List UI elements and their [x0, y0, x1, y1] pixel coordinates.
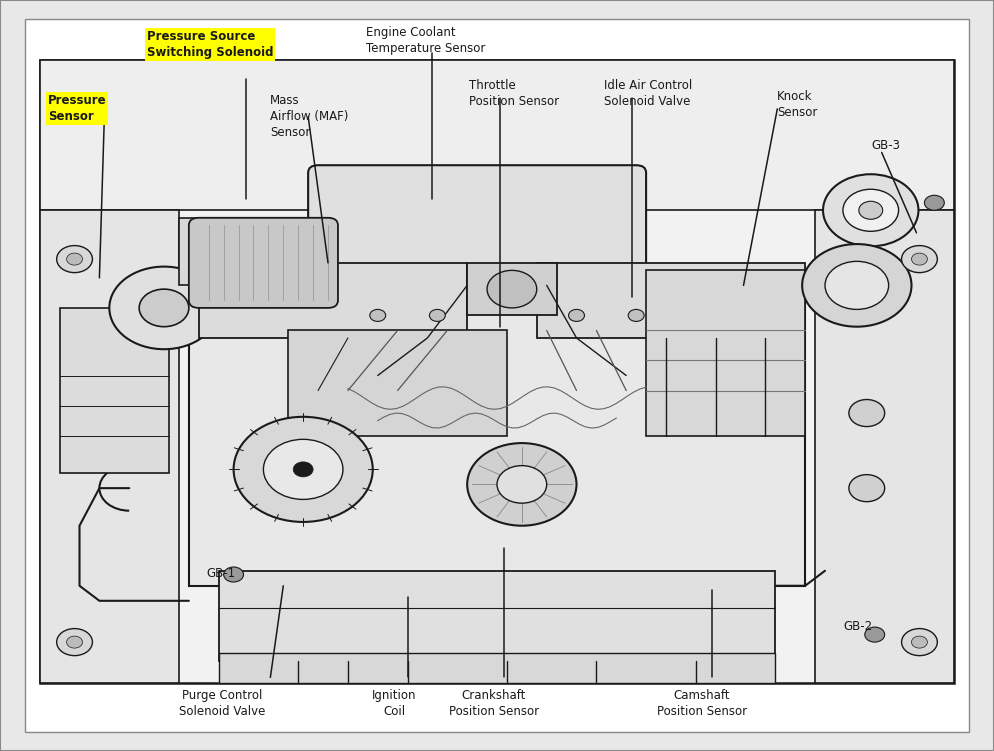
- FancyBboxPatch shape: [308, 165, 646, 293]
- Circle shape: [802, 244, 911, 327]
- Text: Throttle
Position Sensor: Throttle Position Sensor: [469, 79, 560, 108]
- Text: Mass
Airflow (MAF)
Sensor: Mass Airflow (MAF) Sensor: [270, 94, 349, 139]
- Circle shape: [263, 439, 343, 499]
- Text: Ignition
Coil: Ignition Coil: [373, 689, 416, 719]
- Bar: [189, 270, 805, 586]
- Bar: [40, 60, 954, 683]
- Circle shape: [57, 246, 92, 273]
- Bar: [179, 218, 298, 285]
- Bar: [199, 263, 467, 338]
- Text: Crankshaft
Position Sensor: Crankshaft Position Sensor: [449, 689, 539, 719]
- Bar: [646, 270, 805, 436]
- Bar: [219, 653, 775, 683]
- Circle shape: [139, 289, 189, 327]
- Circle shape: [849, 475, 885, 502]
- Circle shape: [293, 462, 313, 477]
- Bar: [815, 210, 954, 683]
- Circle shape: [234, 417, 373, 522]
- Circle shape: [859, 201, 883, 219]
- Bar: [40, 60, 954, 210]
- Text: Knock
Sensor: Knock Sensor: [777, 90, 818, 119]
- Circle shape: [849, 400, 885, 427]
- Bar: [288, 330, 507, 436]
- Circle shape: [429, 309, 445, 321]
- Text: Purge Control
Solenoid Valve: Purge Control Solenoid Valve: [180, 689, 265, 719]
- Circle shape: [370, 309, 386, 321]
- Circle shape: [843, 189, 899, 231]
- Bar: [60, 308, 169, 473]
- Text: GB-3: GB-3: [872, 139, 901, 152]
- Circle shape: [823, 174, 918, 246]
- Circle shape: [67, 636, 83, 648]
- Circle shape: [497, 466, 547, 503]
- Text: Pressure Source
Switching Solenoid: Pressure Source Switching Solenoid: [147, 30, 273, 59]
- Circle shape: [109, 267, 219, 349]
- Text: GB-1: GB-1: [207, 567, 236, 580]
- Circle shape: [628, 309, 644, 321]
- FancyBboxPatch shape: [189, 218, 338, 308]
- Circle shape: [825, 261, 889, 309]
- Bar: [219, 571, 775, 661]
- Circle shape: [902, 246, 937, 273]
- Circle shape: [865, 627, 885, 642]
- Text: Engine Coolant
Temperature Sensor: Engine Coolant Temperature Sensor: [366, 26, 485, 56]
- Circle shape: [911, 636, 927, 648]
- Text: Pressure
Sensor: Pressure Sensor: [48, 94, 106, 123]
- Circle shape: [67, 253, 83, 265]
- Circle shape: [902, 629, 937, 656]
- Circle shape: [487, 270, 537, 308]
- Text: Idle Air Control
Solenoid Valve: Idle Air Control Solenoid Valve: [604, 79, 693, 108]
- Text: Camshaft
Position Sensor: Camshaft Position Sensor: [657, 689, 746, 719]
- Circle shape: [57, 629, 92, 656]
- Circle shape: [911, 253, 927, 265]
- Bar: [537, 263, 805, 338]
- Circle shape: [569, 309, 584, 321]
- Circle shape: [924, 195, 944, 210]
- Circle shape: [224, 567, 244, 582]
- Bar: [40, 210, 179, 683]
- Text: GB-2: GB-2: [843, 620, 872, 632]
- Bar: [467, 263, 557, 315]
- Circle shape: [467, 443, 577, 526]
